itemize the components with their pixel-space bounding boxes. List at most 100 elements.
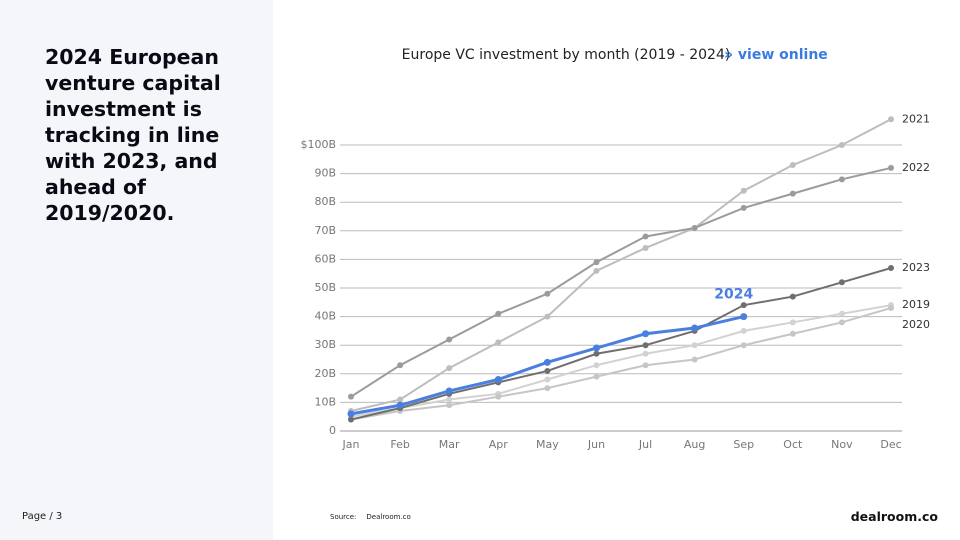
data-point <box>544 367 551 374</box>
data-point <box>544 376 551 383</box>
y-tick-label: 70B <box>314 224 336 237</box>
data-point <box>593 362 600 369</box>
series-line <box>350 307 892 421</box>
data-point <box>789 330 796 337</box>
data-point <box>789 293 796 300</box>
source: Source: Dealroom.co <box>330 513 421 521</box>
x-tick-label: Nov <box>831 438 853 451</box>
logo: dealroom.co <box>850 509 938 524</box>
y-tick-label: 60B <box>314 252 336 265</box>
data-point <box>495 310 502 317</box>
data-point <box>446 402 453 409</box>
view-online-link[interactable]: » view online <box>724 47 828 63</box>
data-point <box>445 387 453 395</box>
x-tick-label: Mar <box>439 438 460 451</box>
data-point <box>888 264 894 271</box>
data-point <box>642 342 649 349</box>
x-tick-label: Aug <box>684 438 705 451</box>
side-panel <box>0 0 273 540</box>
y-tick-label: 40B <box>314 310 336 323</box>
chart-title: Europe VC investment by month (2019 - 20… <box>402 47 731 63</box>
series-line <box>350 267 892 421</box>
series-label: 2022 <box>902 161 930 174</box>
data-point <box>789 162 796 169</box>
x-tick-label: Jan <box>342 438 360 451</box>
data-point <box>838 142 845 148</box>
data-point <box>397 396 404 403</box>
data-point <box>446 336 453 343</box>
data-point <box>593 373 600 380</box>
data-point <box>740 313 748 321</box>
data-point <box>789 190 796 197</box>
series-label: 2021 <box>902 112 930 125</box>
data-point <box>789 319 796 326</box>
data-point <box>593 267 600 274</box>
data-point <box>642 362 649 369</box>
data-point <box>691 324 699 332</box>
data-point <box>593 259 600 266</box>
data-point <box>495 339 502 346</box>
y-tick-label: 30B <box>314 338 336 351</box>
y-tick-label: 50B <box>314 281 336 294</box>
x-tick-label: Jun <box>587 438 605 451</box>
data-point <box>642 330 650 338</box>
data-point <box>592 344 600 352</box>
data-point <box>838 310 845 317</box>
series-line <box>350 166 892 398</box>
x-tick-label: Jul <box>638 438 652 451</box>
x-tick-label: Dec <box>880 438 901 451</box>
heading: 2024 European venture capital investment… <box>45 45 221 225</box>
y-tick-label: 0 <box>329 424 336 437</box>
data-point <box>740 187 747 194</box>
data-point <box>544 313 551 320</box>
data-point <box>838 279 845 286</box>
series-label: 2024 <box>714 287 753 303</box>
data-point <box>642 233 649 240</box>
data-point <box>740 204 747 211</box>
y-tick-label: 20B <box>314 367 336 380</box>
series-label: 2019 <box>902 298 930 311</box>
data-point <box>396 401 404 409</box>
data-point <box>544 385 551 392</box>
x-tick-label: Apr <box>489 438 509 451</box>
page-number: Page / 3 <box>22 511 63 522</box>
data-point <box>446 365 453 372</box>
data-point <box>495 393 502 400</box>
data-point <box>593 350 600 357</box>
data-point <box>691 342 698 349</box>
data-point <box>691 224 698 231</box>
data-point <box>691 356 698 363</box>
data-point <box>888 116 894 123</box>
y-tick-label: 10B <box>314 395 336 408</box>
y-tick-label: 80B <box>314 195 336 208</box>
data-point <box>642 350 649 357</box>
series-label: 2023 <box>902 261 930 274</box>
y-tick-label: $100B <box>300 138 336 151</box>
series-label: 2020 <box>902 318 930 331</box>
series-line <box>350 118 892 412</box>
data-point <box>740 342 747 349</box>
data-point <box>348 393 354 400</box>
y-tick-label: 90B <box>314 167 336 180</box>
data-point <box>543 358 551 366</box>
data-point <box>740 302 747 309</box>
source-name: Dealroom.co <box>366 513 411 521</box>
data-point <box>348 416 354 423</box>
data-point <box>494 376 502 384</box>
data-point <box>544 290 551 297</box>
data-point <box>838 176 845 183</box>
data-point <box>888 164 894 171</box>
x-tick-label: May <box>536 438 559 451</box>
x-tick-label: Feb <box>390 438 409 451</box>
data-point <box>888 305 894 312</box>
data-point <box>642 244 649 251</box>
data-point <box>740 327 747 334</box>
data-point <box>397 362 404 369</box>
x-tick-label: Sep <box>733 438 754 451</box>
data-point <box>446 396 453 403</box>
source-label: Source: <box>330 513 357 521</box>
series-line <box>350 304 892 418</box>
x-tick-label: Oct <box>783 438 803 451</box>
